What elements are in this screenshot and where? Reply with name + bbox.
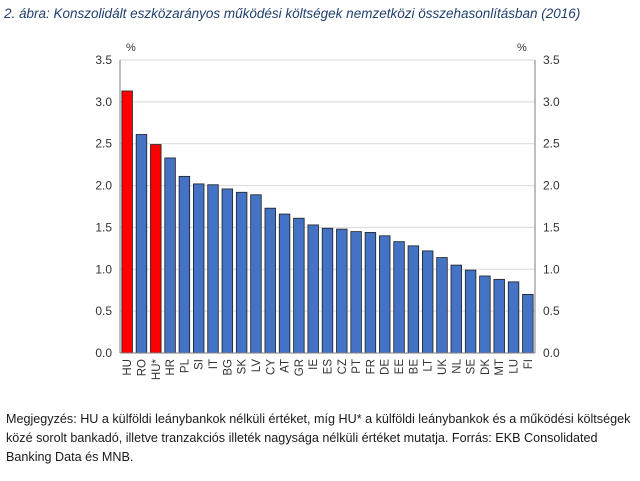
- bar-bg: [221, 188, 234, 354]
- bar-cz: [336, 228, 348, 354]
- x-tick-label: CZ: [337, 359, 349, 374]
- bar-lu: [507, 281, 520, 354]
- x-tick-label: LV: [251, 359, 263, 373]
- bar-hr: [164, 157, 176, 354]
- bar-chart: 0.0 0.0 0.5 0.5 1.0 1.0 1.5 1.5 2.0 2.0 2.5 2.5 3.0 3…: [95, 53, 560, 380]
- bar-ie: [307, 224, 319, 354]
- y-tick-label-right: 1.0: [543, 262, 560, 276]
- bar-de: [379, 235, 391, 354]
- y-tick-label-right: 2.5: [543, 137, 560, 151]
- x-tick-label: SI: [194, 359, 206, 370]
- x-tick-label: NL: [451, 358, 463, 373]
- x-tick-label: HU*: [151, 358, 163, 380]
- y-tick-label-right: 0.5: [543, 304, 560, 318]
- y-tick-label-left: 2.5: [95, 137, 112, 151]
- y-tick-label-right: 2.0: [543, 179, 560, 193]
- y-tick-label-left: 3.5: [95, 53, 112, 67]
- y-axis-left-unit: %: [126, 42, 136, 54]
- x-tick-label: GR: [294, 359, 306, 376]
- bar-si: [193, 183, 205, 354]
- x-tick-label: DE: [380, 359, 392, 375]
- bar-pt: [350, 231, 362, 354]
- x-tick-label: LT: [423, 359, 435, 372]
- y-tick-label-left: 0.0: [95, 346, 112, 360]
- x-tick-label: IE: [308, 359, 320, 370]
- bar-at: [278, 213, 291, 354]
- x-tick-label: BE: [408, 359, 420, 375]
- x-tick-label: ES: [323, 359, 335, 375]
- bar-pl: [178, 175, 191, 354]
- y-tick-label-right: 3.5: [543, 53, 560, 67]
- chart-note: Megjegyzés: HU a külföldi leánybankok né…: [6, 412, 631, 464]
- bar-hu-star: [150, 144, 162, 354]
- y-tick-label-left: 0.5: [95, 304, 112, 318]
- x-tick-label: AT: [280, 359, 292, 373]
- bar-gr: [293, 217, 305, 354]
- bar-se: [464, 269, 477, 354]
- x-tick-label: FR: [365, 359, 377, 374]
- x-tick-label: BG: [222, 359, 234, 376]
- x-tick-label: EE: [394, 359, 406, 375]
- chart-title: 2. ábra: Konszolidált eszközarányos műkö…: [4, 6, 581, 21]
- y-tick-label-left: 2.0: [95, 179, 112, 193]
- x-tick-label: FI: [523, 359, 535, 369]
- bar-hu: [121, 90, 133, 354]
- x-tick-label: UK: [437, 359, 449, 375]
- bar-ee: [393, 241, 405, 354]
- bar-ro: [135, 134, 148, 354]
- x-tick-label: PT: [351, 359, 363, 374]
- bar-be: [407, 245, 420, 354]
- x-tick-label: MT: [494, 359, 506, 376]
- x-tick-label: SE: [466, 359, 478, 375]
- x-tick-label: HU: [122, 359, 134, 376]
- y-tick-label-left: 1.0: [95, 262, 112, 276]
- x-tick-label: LU: [509, 359, 521, 374]
- bar-dk: [479, 275, 491, 354]
- bar-it: [207, 184, 219, 354]
- x-tick-label: SK: [237, 359, 249, 375]
- bar-sk: [235, 191, 248, 354]
- y-tick-label-left: 1.5: [95, 220, 112, 234]
- bar-nl: [450, 264, 462, 354]
- y-axis-right-unit: %: [517, 42, 527, 54]
- x-tick-label: PL: [179, 358, 191, 373]
- bar-uk: [436, 257, 448, 354]
- y-tick-label-right: 1.5: [543, 220, 560, 234]
- bar-fr: [364, 232, 377, 354]
- y-tick-label-right: 0.0: [543, 346, 560, 360]
- x-tick-label: CY: [265, 359, 277, 375]
- bar-cy: [264, 207, 276, 354]
- x-tick-label: HR: [165, 359, 177, 376]
- x-tick-label: DK: [480, 359, 492, 375]
- x-tick-label: IT: [208, 359, 220, 369]
- x-tick-label: RO: [136, 359, 148, 376]
- bar-fi: [522, 293, 534, 354]
- bar-mt: [493, 278, 505, 354]
- y-tick-label-right: 3.0: [543, 95, 560, 109]
- bar-lv: [250, 194, 262, 354]
- y-tick-label-left: 3.0: [95, 95, 112, 109]
- bar-lt: [421, 250, 434, 354]
- bar-es: [321, 227, 334, 354]
